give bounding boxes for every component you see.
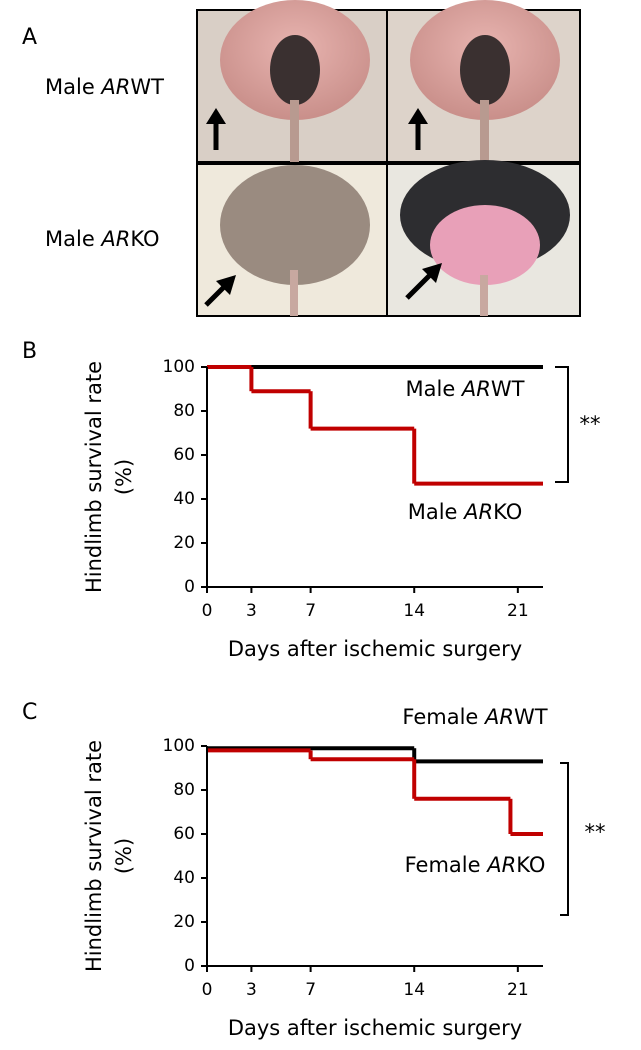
label-part: KO	[493, 500, 522, 524]
series	[207, 365, 543, 486]
label-part: AR	[99, 75, 130, 99]
label-part: WT	[514, 705, 548, 729]
label-part: WT	[130, 75, 164, 99]
y-tick-label: 40	[173, 489, 195, 509]
y-tick-label: 100	[163, 736, 195, 756]
y-axis-unit: (%)	[112, 459, 136, 495]
label-part: KO	[130, 227, 159, 251]
x-tick-label: 0	[202, 980, 213, 1000]
x-axis-label: Days after ischemic surgery	[228, 1016, 522, 1040]
series-label: Male ARWT	[406, 377, 525, 401]
label-part: Male	[406, 377, 462, 401]
label-part: WT	[491, 377, 525, 401]
y-tick-label: 80	[173, 780, 195, 800]
label-part: Female	[405, 853, 488, 877]
y-tick-label: 40	[173, 868, 195, 888]
y-tick-label: 100	[163, 357, 195, 377]
x-tick-label: 3	[246, 601, 257, 621]
label-part: Male	[45, 227, 101, 251]
x-tick-label: 14	[403, 980, 425, 1000]
x-axis-label: Days after ischemic surgery	[228, 637, 522, 661]
y-tick-label: 20	[173, 533, 195, 553]
label-part: AR	[485, 853, 516, 877]
label-part: Male	[408, 500, 464, 524]
label-part: KO	[516, 853, 545, 877]
y-tick-label: 20	[173, 912, 195, 932]
y-tick-label: 0	[184, 577, 195, 597]
significance: **	[580, 412, 601, 436]
y-tick-label: 80	[173, 401, 195, 421]
x-tick-label: 14	[403, 601, 425, 621]
y-tick-label: 0	[184, 956, 195, 976]
y-axis-label: Hindlimb survival rate	[82, 740, 106, 972]
label-part: AR	[483, 705, 514, 729]
label-part: AR	[99, 227, 130, 251]
x-tick-label: 7	[305, 601, 316, 621]
series-label: Male ARWT	[45, 75, 164, 99]
y-tick-label: 60	[173, 824, 195, 844]
x-tick-label: 3	[246, 980, 257, 1000]
panel-label: B	[22, 339, 37, 364]
photo-grid	[196, 0, 581, 317]
y-tick-label: 60	[173, 445, 195, 465]
x-tick-label: 21	[507, 601, 529, 621]
series	[207, 748, 543, 836]
label-part: AR	[462, 500, 493, 524]
series-label: Female ARKO	[405, 853, 546, 877]
series-label: Male ARKO	[408, 500, 523, 524]
significance: **	[585, 820, 606, 844]
x-tick-label: 7	[305, 980, 316, 1000]
y-axis-unit: (%)	[112, 838, 136, 874]
label-part: Male	[45, 75, 101, 99]
label-part: Female	[402, 705, 485, 729]
panel-label: A	[22, 25, 37, 50]
x-tick-label: 0	[202, 601, 213, 621]
label-part: AR	[460, 377, 491, 401]
panel-label: C	[22, 700, 37, 725]
significance-bracket	[555, 366, 569, 483]
y-axis-label: Hindlimb survival rate	[82, 361, 106, 593]
series-label: Female ARWT	[402, 705, 547, 729]
x-tick-label: 21	[507, 980, 529, 1000]
significance-bracket	[560, 762, 569, 916]
series-label: Male ARKO	[45, 227, 160, 251]
